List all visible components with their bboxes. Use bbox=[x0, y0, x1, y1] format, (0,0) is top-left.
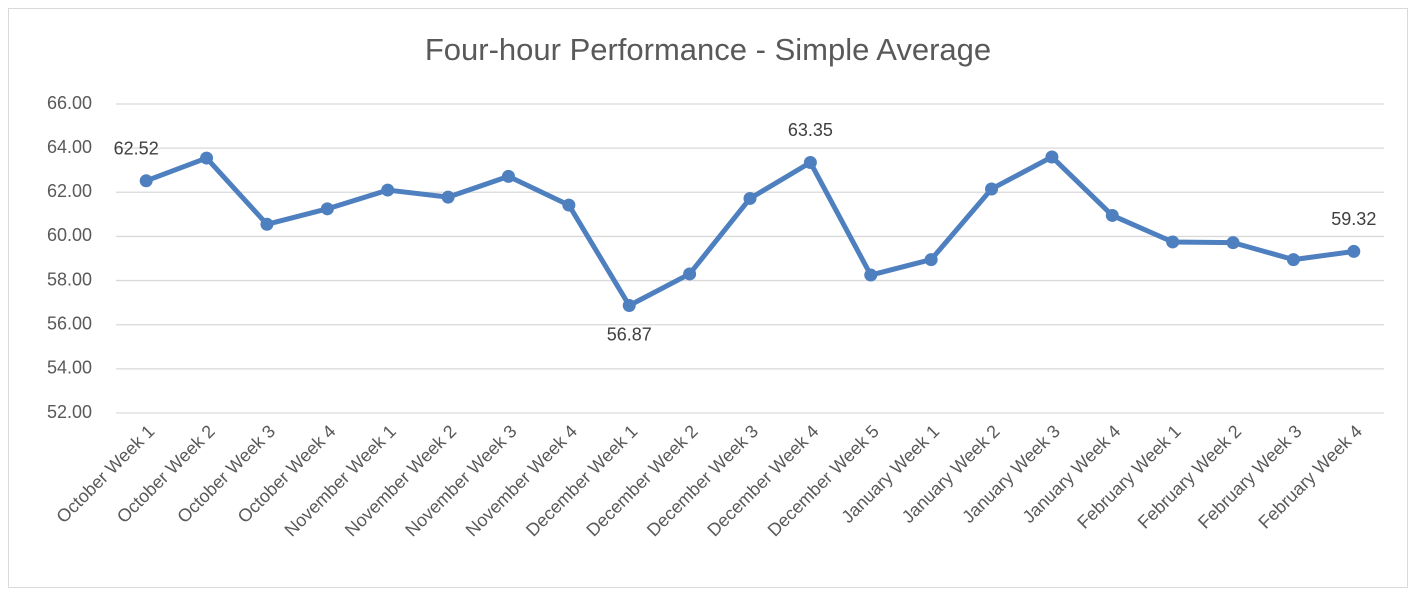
data-point bbox=[803, 155, 817, 169]
data-point bbox=[381, 183, 395, 197]
data-point bbox=[441, 190, 455, 204]
data-point bbox=[260, 217, 274, 231]
data-point bbox=[924, 253, 938, 267]
data-point bbox=[1347, 244, 1361, 258]
data-point bbox=[622, 299, 636, 313]
data-label: 63.35 bbox=[788, 120, 833, 140]
data-point bbox=[743, 191, 757, 205]
data-point bbox=[200, 151, 214, 165]
y-tick-label: 66.00 bbox=[47, 93, 92, 113]
data-point bbox=[864, 268, 878, 282]
y-tick-label: 64.00 bbox=[47, 137, 92, 157]
y-tick-label: 60.00 bbox=[47, 225, 92, 245]
y-tick-label: 54.00 bbox=[47, 358, 92, 378]
data-label: 62.52 bbox=[114, 139, 159, 159]
data-point bbox=[1105, 208, 1119, 222]
data-point bbox=[683, 267, 697, 281]
y-tick-label: 56.00 bbox=[47, 313, 92, 333]
data-label: 59.32 bbox=[1331, 209, 1376, 229]
chart-frame bbox=[8, 8, 1408, 588]
y-tick-label: 58.00 bbox=[47, 269, 92, 289]
y-tick-label: 52.00 bbox=[47, 402, 92, 422]
y-tick-label: 62.00 bbox=[47, 181, 92, 201]
data-point bbox=[1226, 236, 1240, 250]
data-point bbox=[985, 182, 999, 196]
chart-title: Four-hour Performance - Simple Average bbox=[425, 32, 991, 67]
data-point bbox=[1045, 150, 1059, 164]
data-label: 56.87 bbox=[607, 324, 652, 344]
data-point bbox=[1166, 235, 1180, 249]
data-point bbox=[1286, 253, 1300, 267]
data-point bbox=[501, 169, 515, 183]
data-point bbox=[320, 202, 334, 216]
data-point bbox=[562, 198, 576, 212]
data-point bbox=[139, 174, 153, 188]
